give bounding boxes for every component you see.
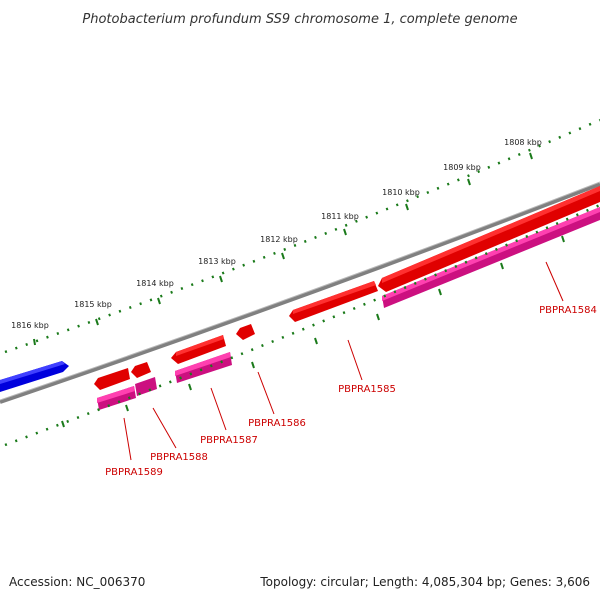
gene-label-pbpra1588[interactable]: PBPRA1588 <box>150 452 208 463</box>
genome-backbone <box>0 182 600 404</box>
ruler-major-tick <box>219 275 223 283</box>
gene-feature-track <box>97 207 600 410</box>
ruler-label-1810: 1810 kbp <box>382 188 420 197</box>
ruler-major-tick <box>188 383 192 391</box>
genome-summary-text: Topology: circular; Length: 4,085,304 bp… <box>259 575 590 589</box>
ruler-major-tick <box>405 203 409 211</box>
gene-labels: PBPRA1584 PBPRA1585 PBPRA1586 PBPRA1587 … <box>105 305 597 478</box>
ruler-label-1809: 1809 kbp <box>443 163 481 172</box>
ruler-label-1816: 1816 kbp <box>11 321 49 330</box>
ruler-major-tick <box>157 297 161 305</box>
ruler-label-1813: 1813 kbp <box>198 257 236 266</box>
ruler-major-tick <box>33 338 36 346</box>
gene-label-pbpra1586[interactable]: PBPRA1586 <box>248 418 306 429</box>
ruler-major-tick <box>467 178 471 186</box>
reverse-cds-arrow[interactable] <box>0 361 69 392</box>
cds-pbpra1588[interactable] <box>131 362 151 378</box>
ruler-major-tick <box>251 361 255 369</box>
ruler-major-tick <box>500 262 504 270</box>
ruler-major-tick <box>61 420 65 428</box>
ruler-major-tick <box>561 235 565 243</box>
ruler-label-1814: 1814 kbp <box>136 279 174 288</box>
cds-pbpra1589[interactable] <box>94 368 130 390</box>
inner-ruler-track <box>4 203 600 447</box>
gene-label-pbpra1584[interactable]: PBPRA1584 <box>539 305 597 316</box>
map-title: Photobacterium profundum SS9 chromosome … <box>82 12 517 27</box>
gene-label-pbpra1589[interactable]: PBPRA1589 <box>105 467 163 478</box>
ruler-major-tick <box>529 152 533 160</box>
gene-label-leaders <box>123 261 564 461</box>
cds-pbpra1586[interactable] <box>236 324 255 340</box>
ruler-label-1815: 1815 kbp <box>74 300 112 309</box>
ruler-major-tick <box>125 404 129 412</box>
ruler-major-tick <box>95 318 99 326</box>
ruler-major-tick <box>438 288 442 296</box>
ruler-major-tick <box>376 313 380 321</box>
ruler-labels: 1816 kbp 1815 kbp 1814 kbp 1813 kbp 1812… <box>11 138 542 330</box>
outer-ruler-track <box>4 118 600 354</box>
gene-label-pbpra1585[interactable]: PBPRA1585 <box>338 384 396 395</box>
ruler-label-1808: 1808 kbp <box>504 138 542 147</box>
ruler-major-tick <box>343 228 347 236</box>
gene-pbpra1588[interactable] <box>135 377 157 396</box>
gene-label-pbpra1587[interactable]: PBPRA1587 <box>200 435 258 446</box>
ruler-major-tick <box>281 252 285 260</box>
ruler-label-1812: 1812 kbp <box>260 235 298 244</box>
accession-text: Accession: NC_006370 <box>9 575 145 589</box>
forward-cds-track <box>94 186 600 390</box>
ruler-major-tick <box>314 337 318 345</box>
ruler-label-1811: 1811 kbp <box>321 212 359 221</box>
